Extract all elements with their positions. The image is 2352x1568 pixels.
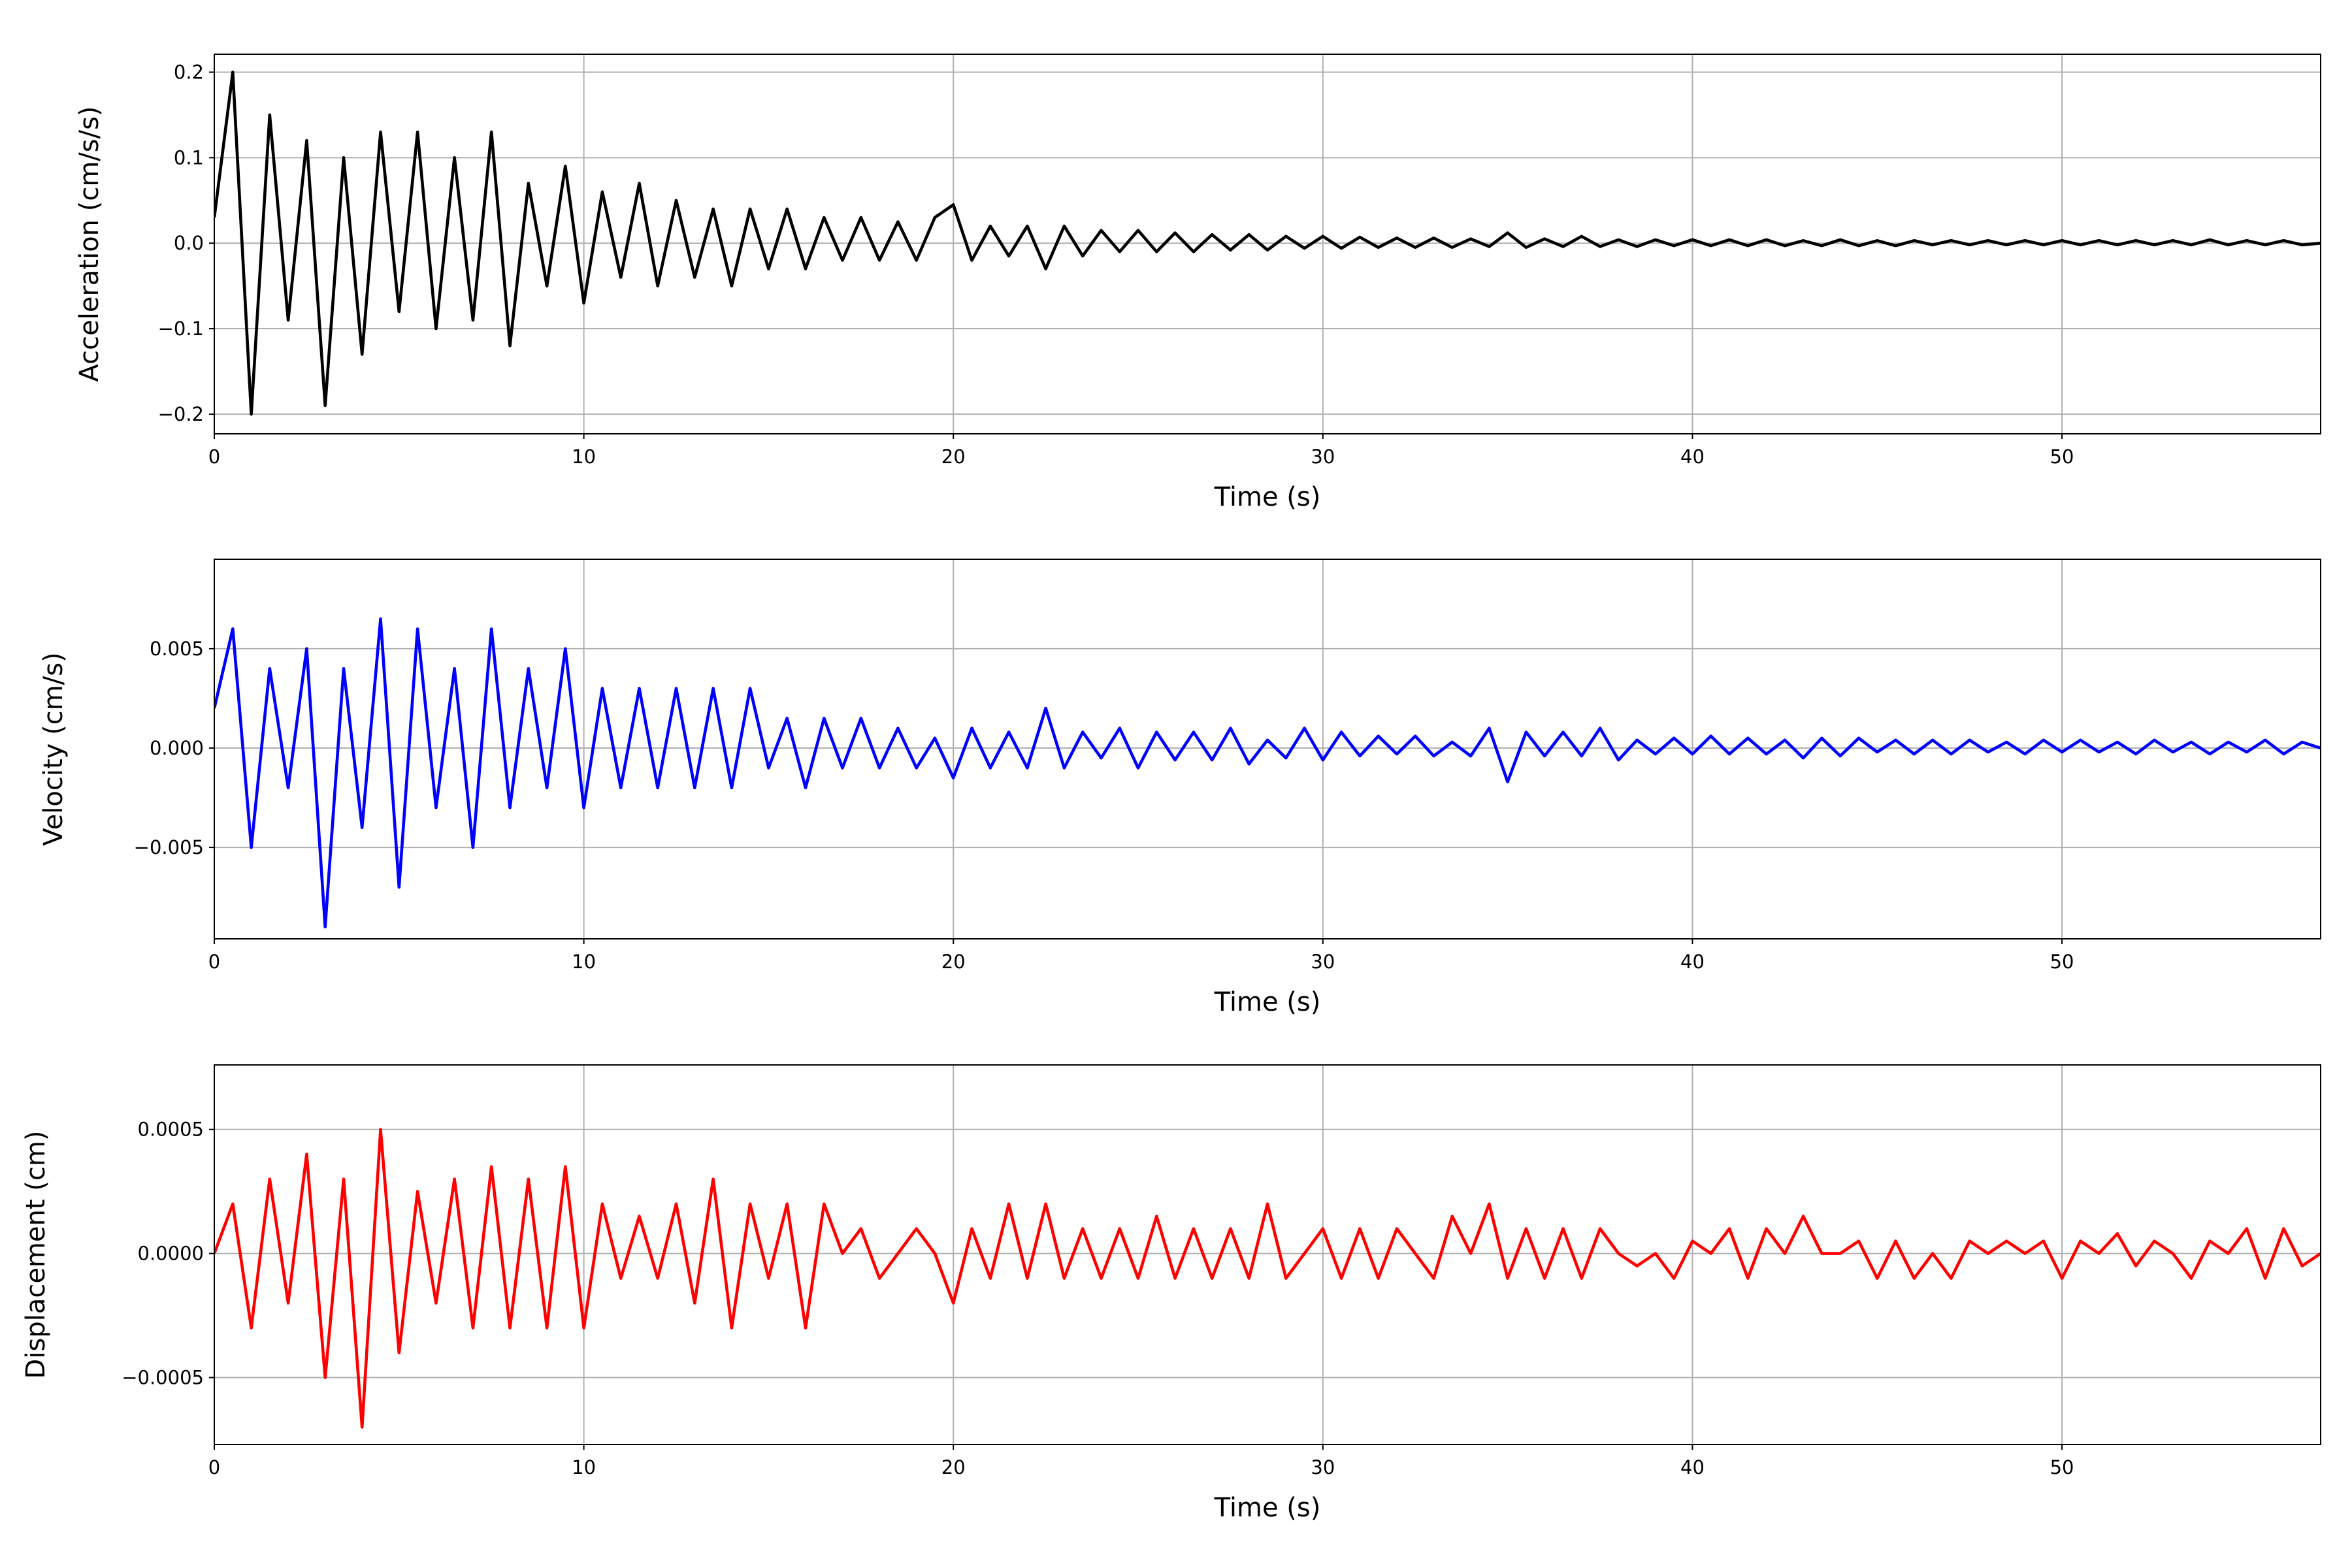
- x-tick-label: 40: [1680, 446, 1705, 468]
- x-tick-label: 0: [208, 951, 220, 973]
- y-tick-label: 0.1: [174, 146, 204, 169]
- axes-frame: [214, 559, 2321, 939]
- x-tick-label: 20: [941, 951, 966, 973]
- y-tick-label: −0.2: [158, 403, 204, 425]
- x-tick-label: 0: [208, 446, 220, 468]
- y-axis-label: Velocity (cm/s): [39, 652, 69, 845]
- x-tick-label: 10: [572, 1456, 596, 1478]
- data-line: [214, 617, 2321, 928]
- y-tick-label: 0.0000: [138, 1243, 204, 1265]
- x-axis-label: Time (s): [1214, 1493, 1321, 1523]
- x-tick-label: 30: [1311, 951, 1335, 973]
- y-tick-label: 0.005: [150, 638, 204, 660]
- y-tick-label: 0.0: [174, 232, 204, 254]
- x-axis-label: Time (s): [1214, 987, 1321, 1017]
- x-tick-label: 50: [2050, 446, 2074, 468]
- y-tick-label: −0.005: [134, 836, 204, 858]
- x-tick-label: 10: [572, 446, 596, 468]
- y-axis-label: Displacement (cm): [21, 1131, 51, 1379]
- axes-frame: [214, 1064, 2321, 1445]
- data-line: [214, 71, 2321, 416]
- y-axis-label: Acceleration (cm/s/s): [74, 106, 105, 382]
- x-tick-label: 10: [572, 951, 596, 973]
- x-tick-label: 50: [2050, 951, 2074, 973]
- x-tick-label: 0: [208, 1456, 220, 1478]
- plot-area: [214, 617, 2321, 928]
- x-tick-label: 20: [941, 1456, 966, 1478]
- plot-area: [214, 71, 2321, 416]
- y-tick-label: −0.0005: [122, 1366, 204, 1388]
- x-tick-label: 20: [941, 446, 966, 468]
- plot-area: [214, 1128, 2321, 1429]
- x-tick-label: 40: [1680, 1456, 1705, 1478]
- y-tick-label: 0.2: [174, 61, 204, 83]
- x-tick-label: 50: [2050, 1456, 2074, 1478]
- x-tick-label: 30: [1311, 1456, 1335, 1478]
- y-tick-label: 0.0005: [138, 1119, 204, 1141]
- axes-frame: [214, 54, 2321, 434]
- x-tick-label: 30: [1311, 446, 1335, 468]
- x-tick-label: 40: [1680, 951, 1705, 973]
- y-tick-label: 0.000: [150, 737, 204, 759]
- data-line: [214, 1128, 2321, 1429]
- y-tick-label: −0.1: [158, 318, 204, 340]
- x-axis-label: Time (s): [1214, 482, 1321, 512]
